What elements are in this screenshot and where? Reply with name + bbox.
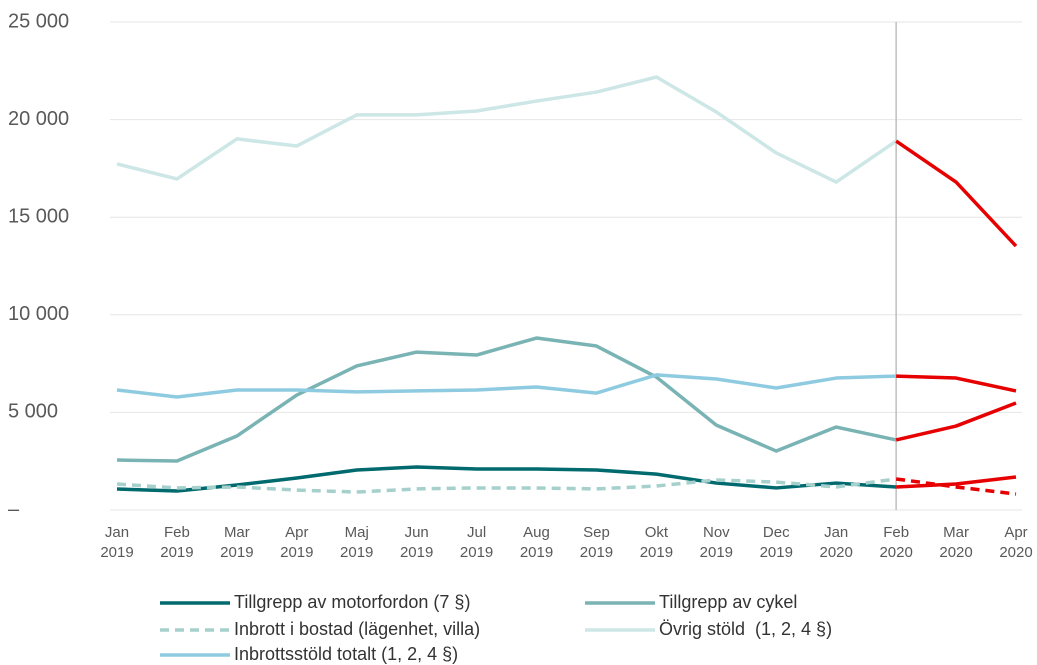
- highlight-line: [895, 139, 1018, 248]
- series-line: [116, 75, 898, 184]
- x-tick-label: Nov 2019: [699, 524, 734, 561]
- series-line: [116, 477, 897, 494]
- x-tick-label: Mar 2020: [939, 524, 973, 561]
- x-tick-label: Jul 2019: [459, 524, 494, 561]
- legend-label: Tillgrepp av cykel: [659, 592, 797, 612]
- y-tick-label: 5 000: [8, 401, 58, 423]
- x-tick-label: Jan 2019: [100, 524, 134, 561]
- highlight-line: [896, 475, 1017, 489]
- x-tick-label: Feb 2020: [879, 524, 913, 561]
- x-tick-label: Jan 2020: [819, 524, 853, 561]
- y-tick-label: –: [8, 498, 20, 520]
- x-tick-label: Apr 2020: [999, 524, 1033, 561]
- series-line: [116, 465, 897, 493]
- x-tick-label: Jun 2019: [399, 524, 434, 561]
- x-tick-label: Feb 2019: [160, 524, 194, 561]
- y-tick-label: 10 000: [8, 303, 69, 325]
- x-tick-label: Apr 2019: [280, 524, 314, 561]
- x-tick-label: Okt 2019: [639, 524, 674, 561]
- x-tick-label: Mar 2019: [220, 524, 254, 561]
- legend-label: Övrig stöld (1, 2, 4 §): [659, 619, 832, 639]
- legend-label: Inbrottsstöld totalt (1, 2, 4 §): [234, 644, 458, 664]
- x-tick-label: Dec 2019: [759, 524, 793, 561]
- x-tick-label: Sep 2019: [579, 524, 614, 561]
- y-tick-label: 25 000: [8, 10, 69, 32]
- x-tick-label: Maj 2019: [340, 524, 374, 561]
- y-tick-label: 20 000: [8, 108, 69, 130]
- highlight-line: [895, 477, 1017, 496]
- x-tick-label: Aug 2019: [519, 524, 554, 561]
- legend-label: Tillgrepp av motorfordon (7 §): [234, 592, 470, 612]
- highlight-line: [896, 374, 1017, 393]
- y-tick-label: 15 000: [8, 205, 69, 227]
- legend-label: Inbrott i bostad (lägenhet, villa): [234, 619, 480, 639]
- series-line: [116, 336, 897, 463]
- highlight-line: [895, 401, 1017, 442]
- series-line: [116, 373, 897, 399]
